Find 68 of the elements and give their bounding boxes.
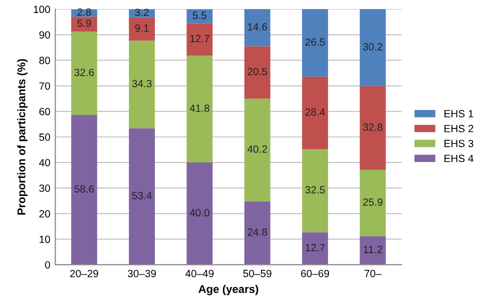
legend-label: EHS 1 (444, 110, 474, 118)
y-tick-label: 30 (39, 184, 50, 192)
bar (244, 46, 270, 99)
data-label: 9.1 (135, 24, 149, 32)
x-tick-label: 50–59 (243, 270, 272, 278)
data-label: 3.2 (135, 8, 149, 16)
data-label: 12.7 (306, 244, 325, 252)
bar (244, 9, 270, 46)
data-label: 11.2 (364, 246, 382, 254)
bar (360, 170, 386, 236)
data-label: 28.4 (305, 108, 325, 116)
bar (186, 56, 213, 162)
bar (360, 86, 386, 170)
data-label: 2.8 (77, 8, 91, 16)
bar (71, 114, 98, 265)
x-tick-label: 60–69 (301, 270, 330, 278)
x-tick-label: 30–39 (128, 270, 156, 278)
bar (302, 76, 328, 150)
y-tick-label: 70 (39, 82, 50, 90)
data-label: 32.5 (305, 186, 325, 194)
data-label: 14.6 (248, 23, 268, 30)
data-label: 20.5 (248, 68, 268, 76)
y-tick-label: 20 (39, 210, 50, 218)
y-tick-label: 40 (39, 158, 50, 166)
data-label: 24.8 (248, 228, 268, 236)
y-tick-label: 100 (34, 6, 50, 14)
y-tick-label: 80 (39, 56, 50, 64)
data-label: 12.7 (190, 34, 210, 42)
bar (360, 236, 386, 265)
y-tick-label: 0 (45, 261, 50, 269)
bar (128, 17, 155, 41)
bar (244, 201, 270, 265)
bar (244, 98, 270, 202)
x-tick-label: 70– (364, 270, 382, 278)
bar (302, 149, 328, 232)
x-tick-label: 20–29 (70, 270, 98, 278)
legend-label: EHS 4 (444, 154, 474, 162)
data-label: 30.2 (363, 43, 382, 50)
bar (128, 40, 155, 128)
data-label: 5.9 (77, 20, 91, 27)
y-tick-label: 90 (39, 31, 50, 39)
y-tick-label: 60 (39, 108, 50, 116)
data-label: 40.0 (190, 209, 210, 216)
x-tick-label: 40–49 (185, 270, 214, 278)
bar (360, 9, 386, 86)
bar (71, 16, 98, 32)
bar (302, 9, 328, 77)
data-label: 5.5 (192, 12, 206, 20)
bar (186, 23, 213, 56)
y-axis-title: Proportion of participants (%) (17, 59, 28, 215)
data-label: 32.6 (74, 68, 94, 76)
bar (302, 232, 328, 265)
data-label: 25.9 (363, 198, 382, 206)
data-label: 53.4 (132, 192, 152, 200)
legend-label: EHS 3 (444, 140, 474, 148)
data-label: 41.8 (190, 104, 210, 112)
x-axis-title: Age (years) (198, 284, 258, 296)
y-tick-label: 10 (40, 236, 50, 244)
data-label: 40.2 (247, 145, 267, 153)
data-label: 32.8 (363, 123, 382, 131)
y-tick-label: 50 (39, 133, 50, 141)
data-label: 26.5 (305, 38, 325, 46)
data-label: 58.6 (74, 185, 94, 193)
data-label: 34.3 (132, 80, 152, 88)
legend-label: EHS 2 (444, 124, 474, 132)
bar (128, 128, 155, 265)
bar (71, 32, 98, 115)
bar (186, 162, 213, 265)
